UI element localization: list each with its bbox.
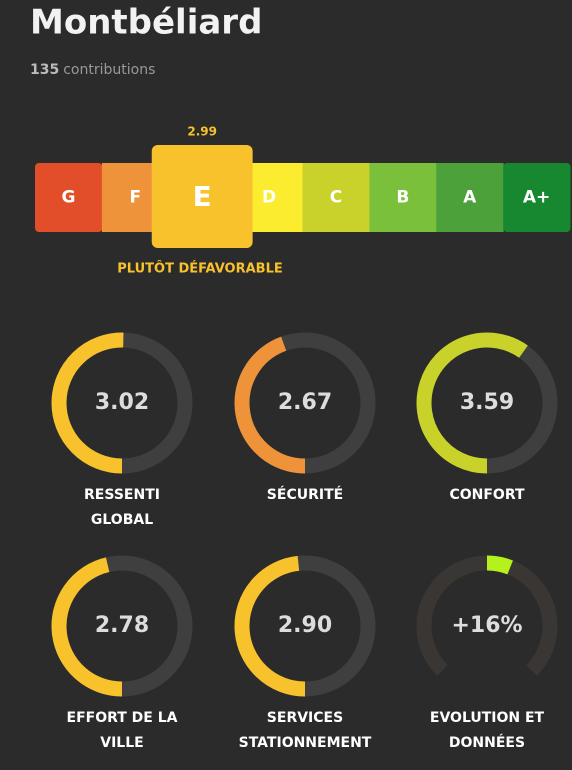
- grade-letter: C: [330, 188, 342, 208]
- grade-letter-selected: E: [193, 180, 212, 213]
- gauge-label: EFFORT DE LA: [67, 710, 178, 726]
- grade-letter: F: [130, 188, 142, 208]
- gauge-label: CONFORT: [449, 487, 525, 503]
- gauge-arc: [416, 332, 528, 474]
- evolution-arc: [486, 555, 513, 575]
- grade-letter: A: [463, 188, 477, 208]
- gauge-arc: [51, 332, 124, 474]
- grade-cell: [436, 163, 504, 232]
- grade-cell: [503, 163, 571, 232]
- rating-score: 2.99: [187, 125, 217, 139]
- gauge-arc: [234, 555, 306, 697]
- gauge-value: 2.78: [95, 613, 149, 638]
- gauge-arc: [234, 336, 306, 474]
- gauge-label: VILLE: [100, 735, 143, 751]
- grade-cell: [369, 163, 437, 232]
- evolution-value: +16%: [451, 613, 522, 638]
- gauge-label: DONNÉES: [449, 734, 525, 751]
- gauge-label: STATIONNEMENT: [239, 735, 372, 751]
- grade-cell: [35, 163, 103, 232]
- gauge-label: SÉCURITÉ: [267, 486, 343, 503]
- contributions-label: contributions: [63, 62, 155, 78]
- gauge-arc: [51, 557, 123, 697]
- gauge-label: EVOLUTION ET: [430, 710, 545, 726]
- gauge-value: 3.59: [460, 390, 514, 415]
- grade-letter: D: [262, 188, 276, 208]
- city-title: Montbéliard: [30, 3, 262, 43]
- grade-letter: G: [61, 188, 75, 208]
- gauge-label: SERVICES: [267, 710, 343, 726]
- grade-letter: A+: [523, 188, 550, 208]
- grade-letter: B: [396, 188, 409, 208]
- contributions-count: 135: [30, 62, 59, 78]
- grade-selected: [151, 145, 253, 248]
- gauge-value: 2.90: [278, 613, 332, 638]
- gauge-label: RESSENTI: [84, 487, 160, 503]
- grade-cell: [302, 163, 370, 232]
- contributions: 135 contributions: [30, 62, 155, 78]
- gauge-value: 3.02: [95, 390, 149, 415]
- gauge-value: 2.67: [278, 390, 332, 415]
- gauge-label: GLOBAL: [91, 512, 153, 528]
- rating-verdict: PLUTÔT DÉFAVORABLE: [117, 261, 282, 277]
